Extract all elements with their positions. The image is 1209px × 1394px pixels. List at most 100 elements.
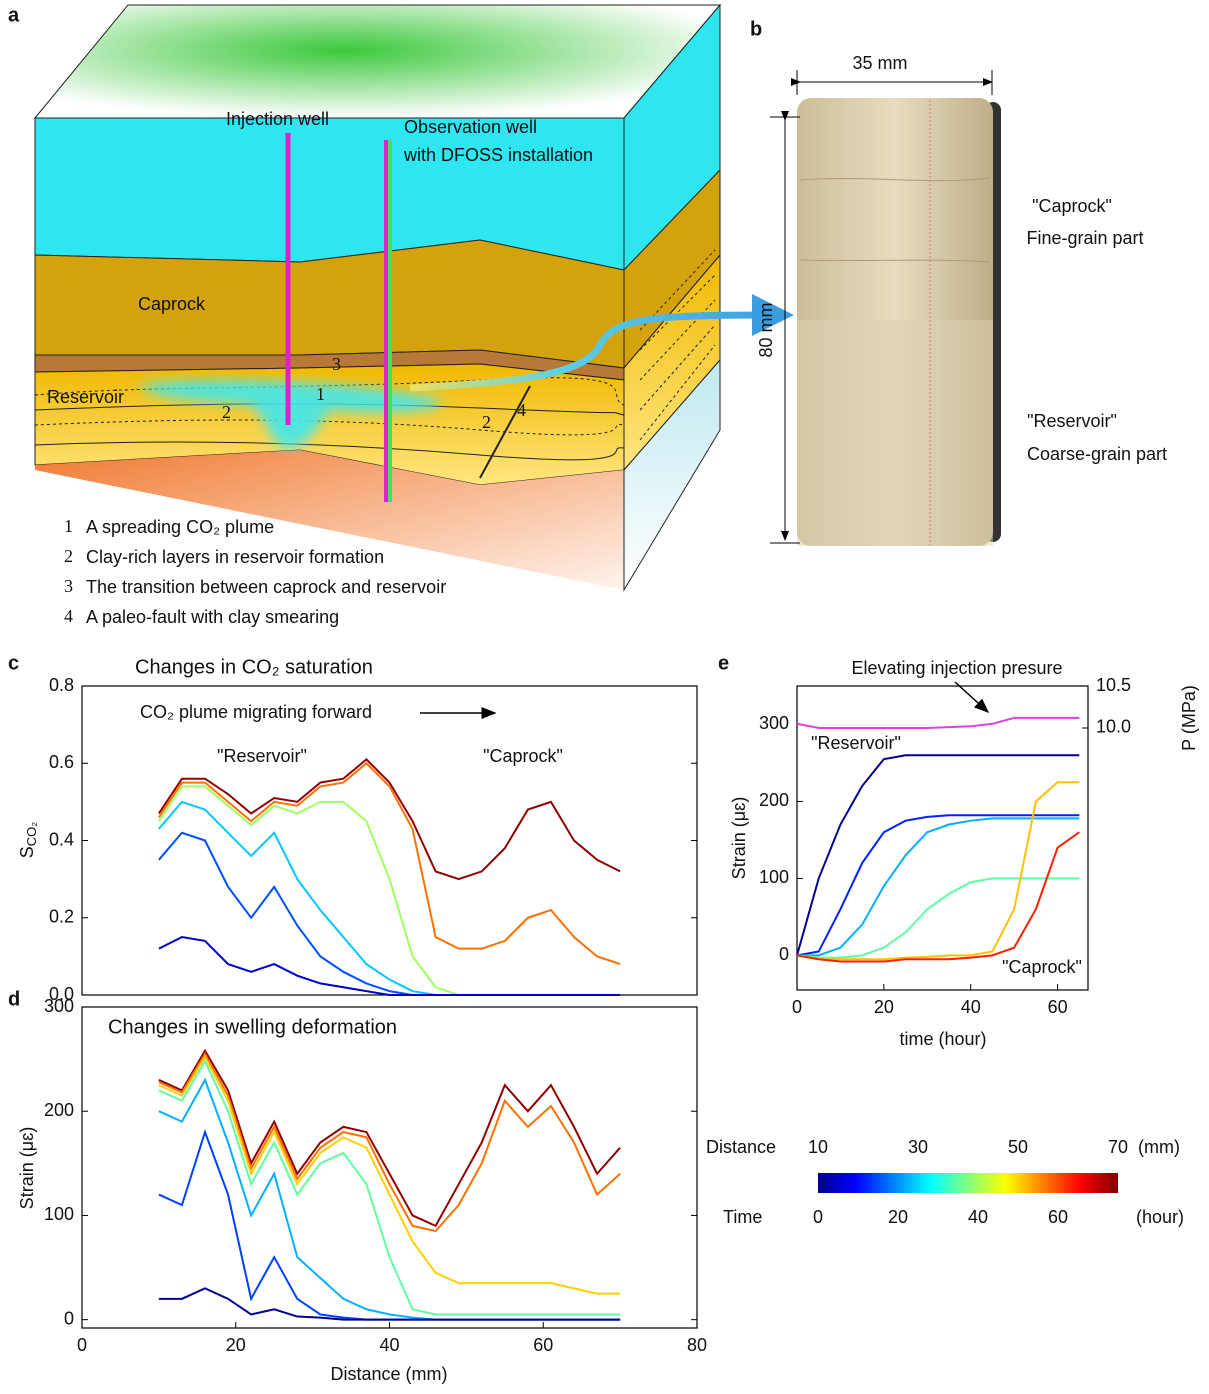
y-tick-label: 0.4 (49, 829, 74, 849)
top-face (35, 5, 720, 118)
label: Caprock (138, 294, 206, 314)
caprock-layer (35, 240, 624, 368)
marker: 4 (517, 400, 526, 420)
x-tick-label: 0 (77, 1335, 87, 1355)
annotation: "Caprock" (1002, 957, 1082, 977)
marker: 3 (332, 354, 341, 374)
legend-text: A spreading CO₂ plume (86, 517, 274, 537)
colorbar-tick-label: 20 (888, 1207, 908, 1227)
x-tick-label: 20 (226, 1335, 246, 1355)
series-line (159, 833, 620, 995)
legend-text: Clay-rich layers in reservoir formation (86, 547, 384, 567)
y-tick-label: 0.8 (49, 675, 74, 695)
x-axis-label: Distance (mm) (330, 1364, 447, 1384)
y-tick-label: 0 (64, 1308, 74, 1328)
y-axis-label: Strain (μɛ) (17, 1127, 37, 1210)
y-tick-label: 300 (759, 713, 789, 733)
y-axis-label-sub: CO₂ (24, 822, 39, 847)
series-line (797, 832, 1079, 961)
sample-label: Fine-grain part (1026, 228, 1143, 248)
colorbar-unit: (hour) (1136, 1207, 1184, 1227)
plot-frame (797, 686, 1088, 990)
legend-number: 1 (64, 516, 73, 536)
x-tick-label: 0 (792, 997, 802, 1017)
annotation: "Reservoir" (217, 746, 307, 766)
series-line (159, 759, 620, 879)
y-tick-label: 100 (44, 1204, 74, 1224)
label: Reservoir (47, 387, 124, 407)
legend-number: 4 (64, 606, 73, 626)
colorbar-tick-label: 60 (1048, 1207, 1068, 1227)
annotation: Elevating injection presure (851, 658, 1062, 678)
legend-text: The transition between caprock and reser… (86, 577, 446, 597)
plot-frame (82, 1007, 697, 1328)
y-tick-label: 0 (779, 944, 789, 964)
series-line (797, 718, 1079, 728)
dimension-label: 35 mm (852, 53, 907, 73)
label: Observation well (404, 117, 537, 137)
marker: 2 (222, 402, 231, 422)
annotation: "Caprock" (483, 746, 563, 766)
dimension-label: 80 mm (756, 302, 776, 357)
y2-tick-label: 10.5 (1096, 675, 1131, 695)
y-tick-label: 200 (44, 1100, 74, 1120)
colorbar-tick-label: 50 (1008, 1137, 1028, 1157)
marker: 1 (316, 384, 325, 404)
colorbar-unit: (mm) (1138, 1137, 1180, 1157)
sample-label: "Reservoir" (1027, 411, 1117, 431)
y-tick-label: 0.6 (49, 752, 74, 772)
legend-text: A paleo-fault with clay smearing (86, 607, 339, 627)
x-tick-label: 60 (533, 1335, 553, 1355)
y-axis-label: SCO₂ (17, 822, 40, 859)
colorbar (818, 1173, 1118, 1193)
colorbar-tick-label: 40 (968, 1207, 988, 1227)
panel-label: b (750, 18, 762, 40)
y-tick-label: 0.2 (49, 907, 74, 927)
colorbar-tick-label: 0 (813, 1207, 823, 1227)
chart-title: Changes in CO₂ saturation (135, 656, 373, 678)
y-tick-label: 300 (44, 996, 74, 1016)
panel-label: e (718, 652, 729, 674)
sample-label: "Caprock" (1032, 196, 1112, 216)
x-tick-label: 20 (874, 997, 894, 1017)
rock-sample (770, 70, 1001, 546)
y2-tick-label: 10.0 (1096, 717, 1131, 737)
series-line (797, 782, 1079, 959)
annotation: "Reservoir" (811, 733, 901, 753)
y2-axis-label: P (MPa) (1179, 685, 1199, 751)
x-tick-label: 80 (687, 1335, 707, 1355)
coarse-part (797, 320, 993, 546)
series-line (159, 1051, 620, 1226)
legend-number: 2 (64, 546, 73, 566)
x-tick-label: 40 (379, 1335, 399, 1355)
panel-label: c (8, 652, 19, 674)
colorbar-tick-label: 10 (808, 1137, 828, 1157)
x-axis-label: time (hour) (899, 1029, 986, 1049)
x-tick-label: 60 (1048, 997, 1068, 1017)
chart-title: Changes in swelling deformation (108, 1016, 397, 1038)
panel-label: a (8, 4, 20, 26)
water-layer (35, 118, 624, 270)
colorbar-tick-label: 30 (908, 1137, 928, 1157)
legend-number: 3 (64, 576, 73, 596)
y-tick-label: 100 (759, 867, 789, 887)
series-line (797, 818, 1079, 955)
series-line (159, 1132, 620, 1320)
series-line (797, 815, 1079, 955)
annotation: CO₂ plume migrating forward (140, 702, 372, 722)
figure: a b c d e Injection well Observation wel… (0, 0, 1209, 1389)
y-tick-label: 200 (759, 790, 789, 810)
series-line (159, 802, 620, 995)
x-tick-label: 40 (961, 997, 981, 1017)
colorbar-label: Time (723, 1207, 762, 1227)
series-line (797, 755, 1079, 955)
sample-label: Coarse-grain part (1027, 444, 1167, 464)
label: with DFOSS installation (403, 145, 593, 165)
panel-label: d (8, 988, 20, 1010)
label: Injection well (226, 109, 329, 129)
series-line (159, 937, 620, 995)
series-line (797, 878, 1079, 957)
y-axis-label: Strain (μɛ) (729, 797, 749, 880)
colorbar-tick-label: 70 (1108, 1137, 1128, 1157)
marker: 2 (482, 412, 491, 432)
